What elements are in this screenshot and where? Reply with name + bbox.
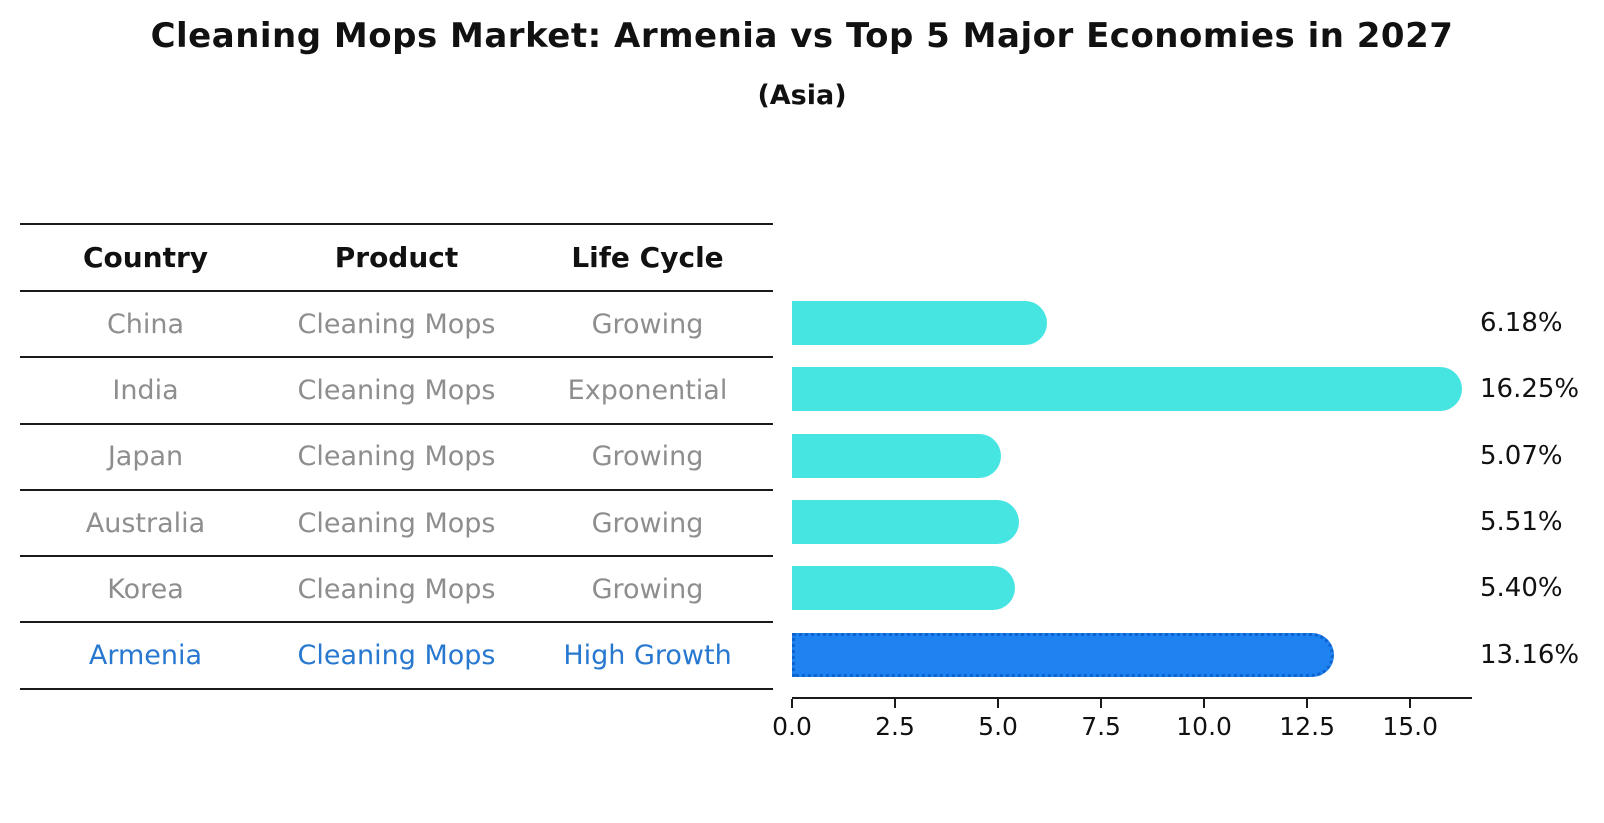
x-tick-label: 12.5 (1279, 712, 1335, 741)
cell-product: Cleaning Mops (297, 507, 496, 539)
cell-life-cycle: Growing (591, 441, 704, 473)
bar-australia (792, 500, 1020, 545)
bar-korea (792, 566, 1015, 611)
bar-china (792, 301, 1047, 346)
x-axis-line (792, 697, 1472, 699)
value-label-korea: 5.40% (1480, 573, 1563, 604)
cell-life-cycle: Growing (591, 573, 704, 605)
cell-product: Cleaning Mops (297, 640, 496, 672)
value-label-japan: 5.07% (1480, 440, 1563, 471)
table-header-row: Country Product Life Cycle (20, 225, 773, 292)
chart-subtitle: (Asia) (757, 80, 847, 111)
cell-country: India (112, 374, 179, 406)
x-tick-label: 15.0 (1382, 712, 1439, 741)
bar-india (792, 367, 1462, 412)
chart-title: Cleaning Mops Market: Armenia vs Top 5 M… (150, 16, 1454, 56)
cell-life-cycle: Growing (591, 308, 704, 340)
value-label-china: 6.18% (1480, 308, 1563, 339)
bar-chart: 6.18% 16.25% 5.07% 5.51% 5.40% 13.16% 0.0 2.5 5… (772, 290, 1579, 741)
table-row-china: China Cleaning Mops Growing (20, 292, 773, 359)
bar-japan (792, 433, 1001, 478)
x-tick-mark (1306, 699, 1309, 708)
table-row-japan: Japan Cleaning Mops Growing (20, 425, 773, 491)
cell-country: Japan (107, 441, 184, 473)
country-table: Country Product Life Cycle China Cleaning… (20, 223, 773, 690)
cell-product: Cleaning Mops (297, 441, 496, 473)
x-tick-label: 10.0 (1176, 712, 1232, 741)
cell-life-cycle: Exponential (567, 374, 728, 406)
column-header-country: Country (82, 241, 209, 274)
cell-life-cycle: High Growth (563, 640, 732, 672)
cell-product: Cleaning Mops (297, 308, 496, 340)
x-tick-mark (791, 699, 793, 708)
bar-armenia (792, 632, 1335, 677)
table-row-korea: Korea Cleaning Mops Growing (20, 557, 773, 624)
table-row-australia: Australia Cleaning Mops Growing (20, 491, 773, 558)
value-label-armenia: 13.16% (1480, 639, 1580, 670)
cell-product: Cleaning Mops (297, 573, 496, 605)
x-tick-label: 0.0 (772, 712, 812, 741)
x-tick-label: 5.0 (978, 712, 1018, 741)
table-row-india: India Cleaning Mops Exponential (20, 358, 773, 425)
x-tick-label: 7.5 (1081, 712, 1121, 741)
column-header-life-cycle: Life Cycle (571, 241, 724, 274)
table-body: China Cleaning Mops Growing India Cleaning M… (20, 292, 773, 690)
cell-country: Korea (107, 573, 184, 605)
x-tick-mark (1100, 699, 1103, 708)
cell-country: Armenia (88, 640, 203, 672)
value-label-india: 16.25% (1480, 374, 1580, 405)
table-row-armenia: Armenia Cleaning Mops High Growth (20, 623, 773, 690)
cell-country: China (106, 308, 185, 340)
x-tick-mark (1409, 699, 1412, 708)
value-label-australia: 5.51% (1480, 507, 1563, 538)
x-tick-mark (997, 699, 1000, 708)
cell-life-cycle: Growing (591, 507, 704, 539)
x-tick-mark (894, 699, 897, 708)
column-header-product: Product (334, 241, 459, 274)
x-tick-label: 2.5 (875, 712, 915, 741)
x-tick-mark (1203, 699, 1206, 708)
cell-country: Australia (85, 507, 206, 539)
cell-product: Cleaning Mops (297, 374, 496, 406)
